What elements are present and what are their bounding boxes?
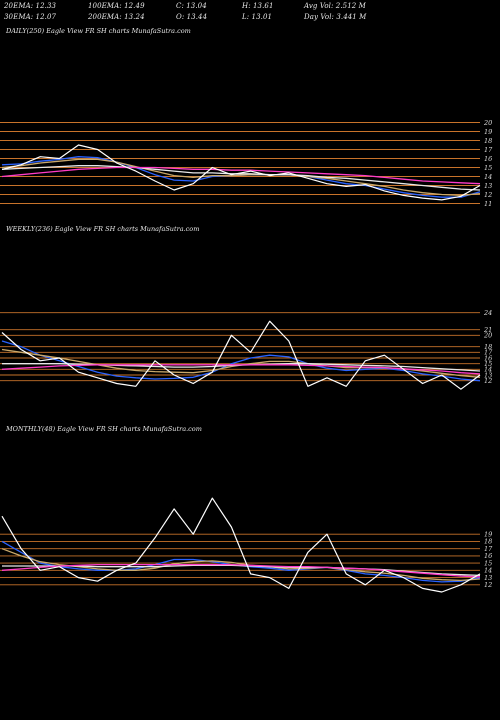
weekly-price-line bbox=[1, 320, 481, 390]
weekly-y-tick-0: 24 bbox=[483, 309, 492, 317]
daily-y-tick-8: 12 bbox=[484, 191, 492, 199]
monthly-y-tick-5: 14 bbox=[484, 567, 492, 575]
daily-y-tick-0: 20 bbox=[483, 119, 492, 127]
high-value: H: 13.61 bbox=[242, 2, 274, 10]
weekly-y-tick-6: 15 bbox=[484, 360, 492, 368]
daily-y-tick-3: 17 bbox=[484, 146, 493, 154]
weekly-y-tick-8: 13 bbox=[484, 371, 492, 379]
weekly-panel-label: WEEKLY(236) Eagle View FR SH charts Muna… bbox=[6, 225, 199, 233]
weekly-y-tick-3: 18 bbox=[484, 343, 492, 351]
monthly-y-tick-6: 13 bbox=[484, 574, 492, 582]
daily-y-tick-4: 16 bbox=[484, 155, 492, 163]
panel-monthly: MONTHLY(48) Eagle View FR SH charts Muna… bbox=[0, 425, 493, 593]
daily-y-tick-9: 11 bbox=[484, 200, 492, 208]
monthly-y-tick-1: 18 bbox=[484, 538, 492, 546]
monthly-y-tick-3: 16 bbox=[484, 552, 492, 560]
daily-y-tick-2: 18 bbox=[484, 137, 492, 145]
ema20-value: 20EMA: 12.33 bbox=[4, 2, 57, 10]
monthly-y-tick-2: 17 bbox=[484, 545, 493, 553]
close-value: C: 13.04 bbox=[176, 2, 207, 10]
monthly-ema-100-line bbox=[2, 564, 481, 577]
ema100-value: 100EMA: 12.49 bbox=[88, 2, 145, 10]
weekly-y-tick-4: 17 bbox=[484, 349, 493, 357]
daily-price-line bbox=[1, 144, 481, 201]
daily-y-tick-6: 14 bbox=[484, 173, 492, 181]
daily-ema-200-line bbox=[1, 166, 481, 185]
day-volume: Day Vol: 3.441 M bbox=[304, 13, 367, 21]
monthly-y-tick-7: 12 bbox=[484, 581, 492, 589]
weekly-y-tick-9: 12 bbox=[484, 377, 492, 385]
weekly-ema-20-line bbox=[1, 340, 481, 382]
monthly-ema-30-line bbox=[1, 548, 481, 582]
panel-weekly: WEEKLY(236) Eagle View FR SH charts Muna… bbox=[0, 225, 493, 390]
weekly-y-tick-2: 20 bbox=[483, 332, 492, 340]
monthly-price-line bbox=[1, 497, 481, 593]
monthly-panel-label: MONTHLY(48) Eagle View FR SH charts Muna… bbox=[5, 425, 202, 433]
low-value: L: 13.01 bbox=[242, 13, 273, 21]
daily-y-tick-5: 15 bbox=[484, 164, 492, 172]
daily-y-tick-7: 13 bbox=[484, 182, 492, 190]
weekly-y-tick-7: 14 bbox=[484, 366, 492, 374]
panel-daily: DAILY(250) Eagle View FR SH charts Munaf… bbox=[0, 27, 493, 208]
ema30-value: 30EMA: 12.07 bbox=[4, 13, 57, 21]
weekly-y-tick-1: 21 bbox=[483, 326, 492, 334]
monthly-ema-200-line bbox=[1, 563, 481, 578]
daily-panel-label: DAILY(250) Eagle View FR SH charts Munaf… bbox=[5, 27, 191, 35]
daily-ema-30-line bbox=[1, 158, 481, 197]
ema200-value: 200EMA: 13.24 bbox=[88, 13, 145, 21]
monthly-y-tick-0: 19 bbox=[484, 531, 492, 539]
weekly-y-tick-5: 16 bbox=[484, 354, 492, 362]
monthly-y-tick-4: 15 bbox=[484, 559, 492, 567]
daily-y-tick-1: 19 bbox=[484, 128, 492, 136]
open-value: O: 13.44 bbox=[176, 13, 208, 21]
avg-volume: Avg Vol: 2.512 M bbox=[304, 2, 366, 10]
weekly-ema-200-line bbox=[1, 364, 481, 375]
daily-ema-100-line bbox=[1, 165, 481, 191]
